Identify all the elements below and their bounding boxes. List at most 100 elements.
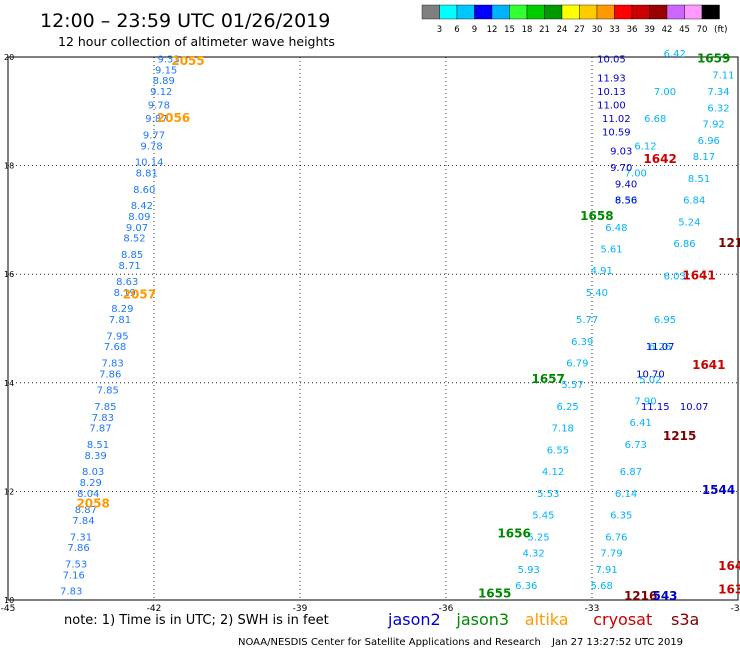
colorbar-label: 12 (487, 25, 498, 35)
swh-value: 6.30 (615, 196, 637, 207)
swh-value: 8.85 (121, 250, 143, 261)
chart-title: 12:00 – 23:59 UTC 01/26/2019 (40, 10, 330, 32)
colorbar-swatch (526, 4, 545, 20)
time-marker: 1544 (702, 483, 735, 497)
swh-value: 9.12 (150, 87, 172, 98)
legend-cryosat: cryosat (593, 610, 652, 629)
swh-value: 7.79 (600, 549, 622, 560)
colorbar-label: 27 (574, 25, 585, 35)
swh-value: 5.25 (527, 532, 549, 543)
colorbar-swatch (544, 4, 563, 20)
swh-value: 6.03 (664, 272, 686, 283)
swh-value: 7.53 (65, 559, 87, 570)
colorbar-swatch (596, 4, 615, 20)
swh-value: 5.77 (576, 315, 598, 326)
colorbar-swatch (649, 4, 668, 20)
chart-subtitle: 12 hour collection of altimeter wave hei… (58, 34, 335, 49)
swh-value: 8.39 (84, 451, 106, 462)
footer-note: note: 1) Time is in UTC; 2) SWH is in fe… (64, 613, 329, 628)
series-layer: 9.339.158.899.129.789.879.779.7810.148.8… (60, 49, 734, 598)
time-marker: 1642 (643, 152, 676, 166)
swh-value: 8.17 (693, 152, 715, 163)
colorbar-label: 36 (627, 25, 638, 35)
swh-value: 6.41 (630, 418, 652, 429)
colorbar-swatch (631, 4, 650, 20)
y-tick-label: 18 (4, 162, 14, 171)
colorbar: 3 6 9 12 15 18 21 24 27 30 33 36 39 42 45 70 (421, 4, 720, 35)
colorbar-label: 24 (557, 25, 568, 35)
swh-value: 7.95 (106, 331, 128, 342)
swh-value: 7.68 (104, 342, 126, 353)
time-marker: 164 (718, 559, 740, 573)
legend-altika: altika (525, 610, 569, 629)
swh-value: 4.91 (591, 266, 613, 277)
swh-value: 9.78 (140, 141, 162, 152)
colorbar-label: 39 (644, 25, 655, 35)
swh-value: 8.81 (136, 168, 158, 179)
swh-value: 6.48 (605, 223, 627, 234)
y-tick-label: 10 (4, 596, 14, 605)
swh-value: 6.12 (634, 141, 656, 152)
time-marker: 2056 (157, 111, 190, 125)
swh-value: 8.71 (119, 261, 141, 272)
swh-value: 7.83 (92, 413, 114, 424)
time-marker: 1216 (624, 589, 657, 603)
swh-value: 8.19 (114, 288, 136, 299)
swh-value: 4.32 (522, 549, 544, 560)
swh-value: 8.87 (75, 505, 97, 516)
swh-value: 9.77 (143, 130, 165, 141)
swh-value: 6.39 (571, 337, 593, 348)
swh-value: 10.05 (597, 54, 626, 65)
time-marker: 1659 (697, 51, 730, 65)
swh-value: 7.84 (72, 516, 94, 527)
colorbar-label: 6 (454, 25, 459, 35)
swh-value: 10.14 (135, 158, 164, 169)
time-marker: 1658 (580, 209, 613, 223)
footer-credit: NOAA/NESDIS Center for Satellite Applica… (238, 637, 541, 648)
swh-value: 9.87 (145, 114, 167, 125)
swh-value: 6.96 (698, 136, 720, 147)
x-tick-label: -30 (731, 604, 740, 614)
colorbar-swatch (666, 4, 685, 20)
colorbar-label: 45 (679, 25, 690, 35)
swh-value: 7.83 (102, 359, 124, 370)
x-tick-label: -39 (293, 604, 308, 614)
swh-value: 6.35 (610, 511, 632, 522)
swh-value: 6.68 (644, 114, 666, 125)
footer-timestamp: Jan 27 13:27:52 UTC 2019 (551, 637, 683, 648)
swh-value: 6.55 (547, 445, 569, 456)
colorbar-label: 15 (504, 25, 515, 35)
swh-value: 8.03 (82, 467, 104, 478)
swh-value: 5.61 (600, 244, 622, 255)
swh-value: 7.91 (595, 565, 617, 576)
swh-value: 7.83 (60, 587, 82, 598)
swh-value: 6.84 (683, 196, 705, 207)
time-marker: 2058 (76, 497, 109, 511)
swh-value: 11.93 (597, 73, 626, 84)
swh-value: 8.51 (688, 174, 710, 185)
x-tick-label: -36 (439, 604, 454, 614)
swh-value: 8.04 (77, 489, 99, 500)
swh-value: 9.70 (610, 163, 632, 174)
x-tick-label: -33 (585, 604, 600, 614)
time-marker: 1641 (692, 358, 725, 372)
satellite-legend: jason2 jason3 altika cryosat s3a (387, 610, 699, 629)
swh-value: 7.86 (67, 543, 89, 554)
swh-value: 6.76 (605, 532, 627, 543)
swh-value: 6.26 (649, 342, 671, 353)
colorbar-swatch (579, 4, 598, 20)
swh-value: 7.92 (703, 120, 725, 131)
colorbar-label: 3 (437, 25, 442, 35)
colorbar-swatch (684, 4, 703, 20)
colorbar-label: 9 (472, 25, 477, 35)
legend-jason2: jason2 (387, 610, 441, 629)
y-tick-label: 12 (4, 487, 14, 496)
x-tick-label: -42 (147, 604, 162, 614)
swh-value: 10.13 (597, 87, 626, 98)
swh-value: 6.32 (707, 103, 729, 114)
colorbar-label: 18 (522, 25, 533, 35)
time-marker: 163 (718, 582, 740, 596)
axis-labels: -45 -42 -39 -36 -33 -30 10 12 14 16 18 20 (1, 53, 740, 614)
time-marker: 1641 (682, 269, 715, 283)
swh-value: 6.42 (664, 49, 686, 60)
